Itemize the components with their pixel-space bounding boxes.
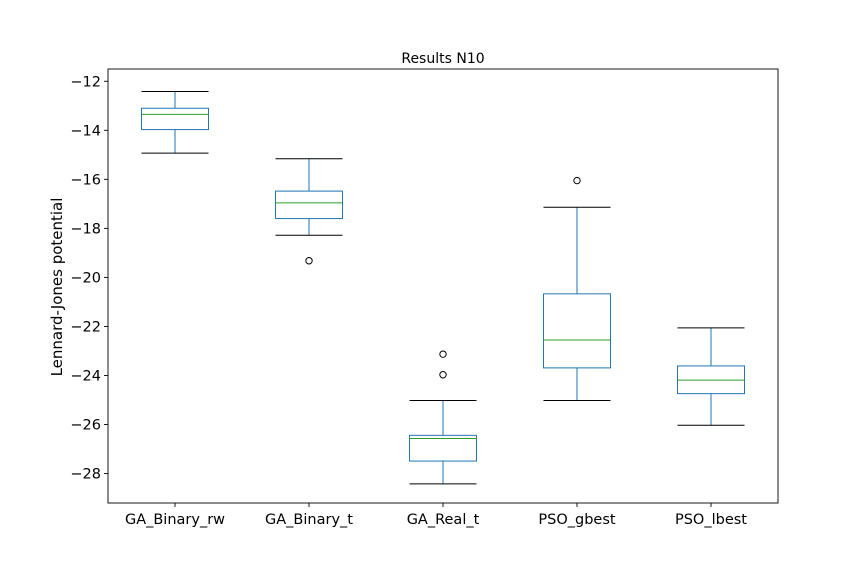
box-ga-binary-t	[275, 190, 343, 220]
x-tick-label: GA_Binary_rw	[125, 512, 225, 528]
y-tick-label: −24	[70, 368, 101, 384]
x-tick-label: GA_Real_t	[407, 512, 480, 528]
y-tick-label: −28	[70, 467, 101, 483]
y-tick-label: −12	[70, 74, 101, 90]
y-tick-label: −18	[70, 221, 101, 237]
axes-frame	[107, 68, 779, 504]
box-pso-gbest	[543, 293, 611, 369]
box-ga-real-t	[409, 434, 477, 462]
outlier-point-ga-real-t-1	[439, 371, 447, 379]
y-tick-label: −16	[70, 172, 101, 188]
box-ga-binary-rw	[141, 107, 209, 131]
y-tick-label: −14	[70, 123, 101, 139]
x-tick-label: PSO_gbest	[538, 512, 615, 528]
outlier-point-ga-real-t-2	[439, 350, 447, 358]
outlier-point-ga-binary-t-1	[305, 257, 313, 265]
plot-area: −28 −26 −24 −22 −20 −18 −16 −14 −12 GA_Binary_rw G…	[70, 68, 779, 528]
x-tick-label: GA_Binary_t	[265, 512, 353, 528]
y-tick-label: −22	[70, 319, 101, 335]
y-axis-label: Lennard-Jones potential	[48, 198, 66, 377]
x-tick-label: PSO_lbest	[675, 512, 747, 528]
y-tick-label: −26	[70, 418, 101, 434]
y-tick-label: −20	[70, 270, 101, 286]
chart-title: Results N10	[401, 51, 484, 67]
outlier-point-pso-gbest-1	[573, 176, 581, 185]
